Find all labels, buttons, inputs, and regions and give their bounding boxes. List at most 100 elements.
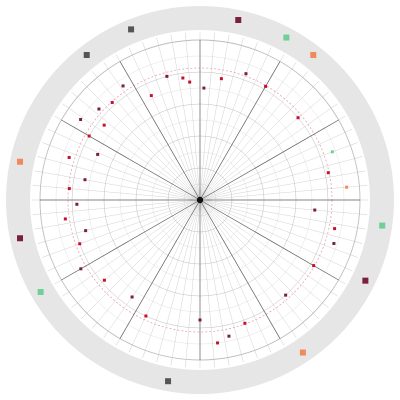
legend-swatch [17,158,24,165]
grid-spoke [61,119,201,201]
data-point [121,84,125,88]
grid-spoke [40,199,201,215]
grid-spoke [199,145,351,201]
data-point [188,80,192,84]
legend-swatch [283,34,290,41]
outer-tick [254,42,258,50]
legend-swatch [379,222,386,229]
data-point [97,107,101,111]
legend-swatch [165,378,172,385]
grid-spoke [199,119,339,201]
outer-tick [357,227,366,230]
outer-tick [357,170,366,173]
grid-spoke [145,49,201,201]
grid-spoke [145,199,201,351]
outer-tick [170,357,173,366]
grid-spoke [185,40,201,201]
grid-spoke [172,42,201,201]
outer-tick [91,322,98,329]
data-point [326,171,330,175]
data-point [67,155,71,159]
outer-tick [344,128,353,133]
outer-tick [103,330,109,338]
data-point [243,321,247,325]
legend-swatch [310,52,317,59]
outer-tick [47,267,56,272]
grid-spoke [199,199,351,255]
grid-spoke [86,199,201,314]
outer-tick [312,81,319,88]
outer-tick [156,354,159,363]
outer-tick [47,128,56,133]
grid-spoke [77,97,201,201]
outer-tick [291,330,297,338]
outer-tick [227,357,230,366]
grid-spoke [199,199,281,339]
data-point [216,341,220,345]
data-point [332,242,336,246]
outer-tick [115,54,121,62]
outer-tick [34,227,43,230]
grid-spoke [199,199,215,360]
grid-spoke [199,97,323,201]
grid-spoke [199,199,360,215]
data-point [264,84,268,88]
outer-tick [279,338,285,346]
grid-spoke [199,199,346,268]
outer-tick [81,81,88,88]
outer-tick [62,103,70,109]
outer-tick [115,338,121,346]
outer-tick [54,115,62,121]
grid-spoke [97,77,201,201]
data-point [84,229,88,233]
grid-spoke [199,199,323,303]
grid-spoke [68,199,201,292]
data-point [144,314,148,318]
grid-spoke [108,68,201,201]
data-point [345,185,349,189]
grid-spoke [158,45,201,201]
grid-spoke [54,199,201,268]
outer-tick [71,91,78,98]
outer-tick [338,115,346,121]
data-point [312,264,316,268]
grid-spoke [199,54,268,201]
outer-tick [103,62,109,70]
grid-spoke [49,145,201,201]
grid-spoke [199,108,332,201]
grid-spoke [42,199,201,228]
data-point [78,242,82,246]
legend-swatch [83,52,90,59]
outer-tick [312,312,319,319]
legend-swatch [17,235,24,242]
outer-tick [359,213,368,215]
grid-spoke [45,199,201,242]
data-point [63,217,67,221]
grid-spoke [199,132,346,201]
outer-tick [254,350,258,358]
outer-tick [32,213,41,215]
grid-spoke [172,199,201,358]
data-point [244,72,248,76]
legend-swatch [235,17,242,24]
outer-tick [42,142,50,146]
grid-spoke [49,199,201,255]
outer-tick [81,312,88,319]
outer-tick [330,291,338,297]
outer-tick [330,103,338,109]
data-point [79,267,83,271]
grid-spoke [68,108,201,201]
grid-spoke [199,86,314,201]
grid-spoke [199,199,339,281]
grid-spoke [199,199,303,323]
grid-spoke [199,61,281,201]
data-point [102,123,106,127]
grid-spoke [199,199,255,351]
grid-spoke [199,45,242,201]
data-point [284,293,288,297]
outer-tick [267,47,272,56]
outer-tick [128,47,133,56]
grid-spoke [54,132,201,201]
